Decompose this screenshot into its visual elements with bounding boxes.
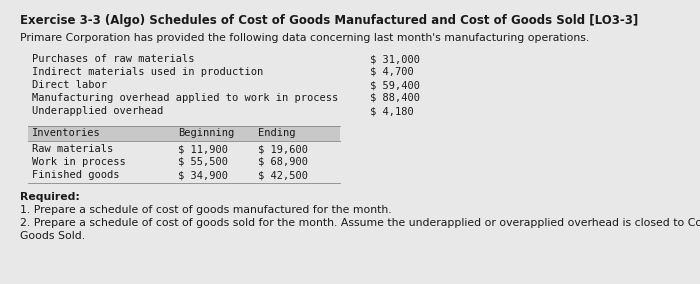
- Text: $ 11,900: $ 11,900: [178, 144, 228, 154]
- Text: 2. Prepare a schedule of cost of goods sold for the month. Assume the underappli: 2. Prepare a schedule of cost of goods s…: [20, 218, 700, 228]
- Text: $ 88,400: $ 88,400: [370, 93, 420, 103]
- Text: $ 42,500: $ 42,500: [258, 170, 308, 180]
- Text: Required:: Required:: [20, 192, 80, 202]
- Text: Underapplied overhead: Underapplied overhead: [32, 106, 163, 116]
- Text: $ 55,500: $ 55,500: [178, 157, 228, 167]
- Text: $ 19,600: $ 19,600: [258, 144, 308, 154]
- Text: Exercise 3-3 (Algo) Schedules of Cost of Goods Manufactured and Cost of Goods So: Exercise 3-3 (Algo) Schedules of Cost of…: [20, 14, 638, 27]
- Text: Inventories: Inventories: [32, 128, 101, 138]
- Text: $ 59,400: $ 59,400: [370, 80, 420, 90]
- Text: 1. Prepare a schedule of cost of goods manufactured for the month.: 1. Prepare a schedule of cost of goods m…: [20, 205, 391, 215]
- Text: $ 34,900: $ 34,900: [178, 170, 228, 180]
- Text: $ 4,700: $ 4,700: [370, 67, 414, 77]
- Text: Ending: Ending: [258, 128, 295, 138]
- Text: $ 31,000: $ 31,000: [370, 54, 420, 64]
- Text: $ 68,900: $ 68,900: [258, 157, 308, 167]
- Text: Beginning: Beginning: [178, 128, 235, 138]
- Bar: [28, 126, 340, 141]
- Text: Direct labor: Direct labor: [32, 80, 107, 90]
- Text: Manufacturing overhead applied to work in process: Manufacturing overhead applied to work i…: [32, 93, 338, 103]
- Text: Goods Sold.: Goods Sold.: [20, 231, 85, 241]
- Text: Raw materials: Raw materials: [32, 144, 113, 154]
- Text: Primare Corporation has provided the following data concerning last month's manu: Primare Corporation has provided the fol…: [20, 33, 589, 43]
- Text: Finished goods: Finished goods: [32, 170, 120, 180]
- Text: Indirect materials used in production: Indirect materials used in production: [32, 67, 263, 77]
- Text: Purchases of raw materials: Purchases of raw materials: [32, 54, 195, 64]
- Text: $ 4,180: $ 4,180: [370, 106, 414, 116]
- Text: Work in process: Work in process: [32, 157, 126, 167]
